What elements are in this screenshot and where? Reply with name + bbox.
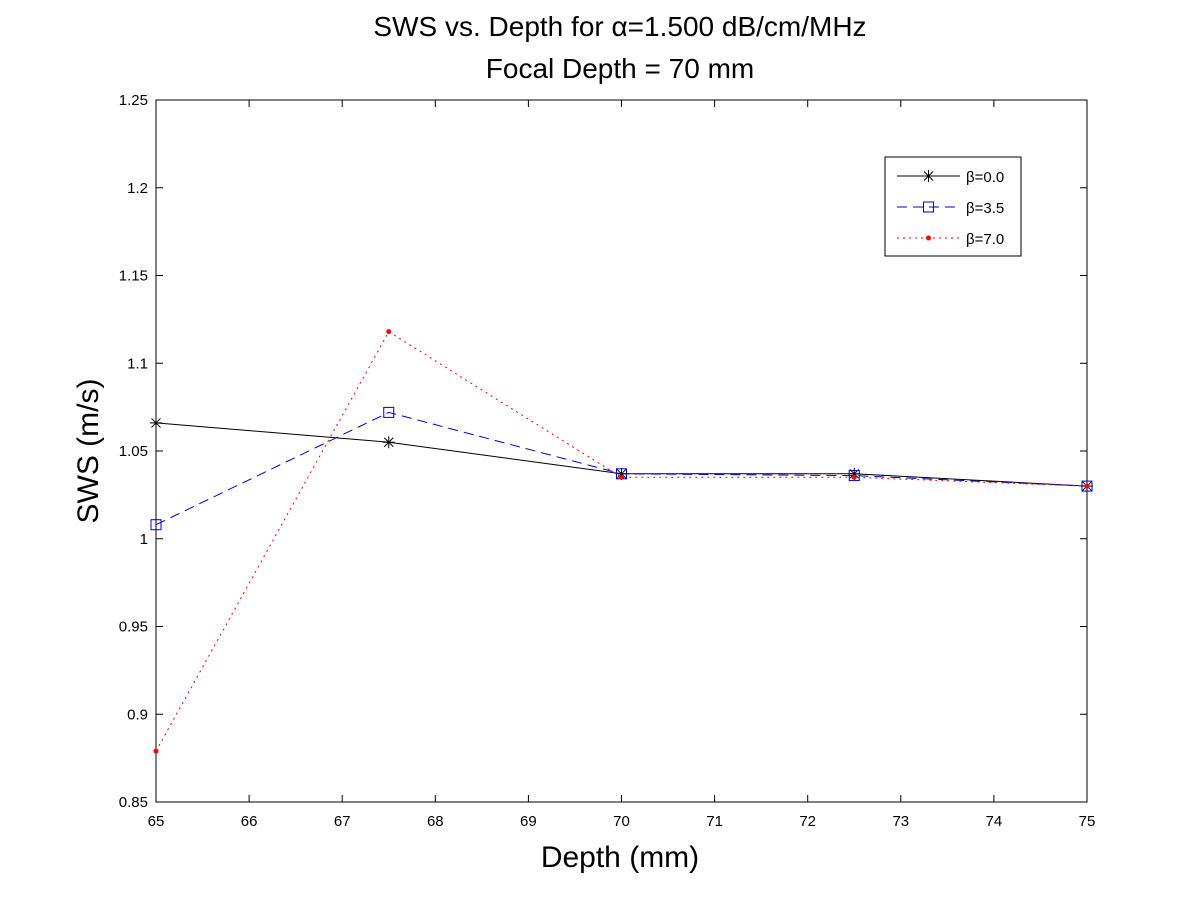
legend-label: β=3.5 [966,200,1004,217]
x-tick-label: 65 [148,813,165,830]
series-line-1 [155,411,1088,526]
legend-marker [926,235,931,241]
y-axis-label: SWS (m/s) [72,379,105,524]
y-tick-label: 1 [140,531,148,548]
x-tick-label: 68 [427,813,444,830]
legend: β=0.0 β=3.5 β=7.0 [884,156,1022,257]
chart-title-line1: SWS vs. Depth for α=1.500 dB/cm/MHz [373,11,866,42]
x-tick-label: 72 [799,813,816,830]
y-tick-label: 1.2 [127,180,148,197]
x-tick-label: 67 [334,813,351,830]
legend-marker [922,170,935,182]
legend-marker [923,201,934,213]
x-tick-label: 71 [706,813,723,830]
y-tick-label: 0.9 [127,706,148,723]
x-tick-label: 70 [613,813,630,830]
y-tick-label: 0.85 [119,794,148,811]
y-tick-label: 1.05 [119,443,148,460]
legend-item-0: β=0.0 [897,169,1004,186]
data-point-2-4 [1084,483,1090,489]
data-point-1-0 [150,519,162,531]
x-axis: 65 66 67 68 69 70 71 72 73 74 75 [148,100,1096,830]
x-tick-label: 69 [520,813,537,830]
data-point-1-3 [848,470,860,482]
series-line-2 [155,330,1088,752]
x-tick-label: 75 [1079,813,1096,830]
series-1 [150,406,1093,531]
x-axis-label: Depth (mm) [541,841,699,874]
data-point-2-2 [619,474,624,480]
y-axis: 0.85 0.9 0.95 1 1.05 1.1 1.15 1.2 1.25 [119,92,1087,811]
x-tick-label: 66 [241,813,258,830]
data-point-1-1 [383,406,395,418]
data-point-0-0 [150,416,162,429]
x-tick-label: 74 [986,813,1003,830]
y-tick-label: 1.15 [119,268,148,285]
series-layer [150,329,1093,754]
y-tick-label: 1.25 [119,92,148,109]
data-point-1-4 [1081,480,1093,492]
data-point-0-1 [382,436,395,449]
x-tick-label: 73 [892,813,909,830]
chart-title-line2: Focal Depth = 70 mm [486,53,754,84]
legend-item-1: β=3.5 [897,200,1004,217]
legend-item-2: β=7.0 [897,231,1004,248]
data-point-2-3 [851,474,857,480]
legend-label: β=0.0 [966,169,1004,186]
series-2 [153,329,1090,754]
y-tick-label: 0.95 [119,619,148,636]
y-tick-label: 1.1 [127,355,148,372]
data-point-2-0 [153,748,159,754]
data-point-2-1 [386,329,392,335]
legend-label: β=7.0 [966,231,1004,248]
